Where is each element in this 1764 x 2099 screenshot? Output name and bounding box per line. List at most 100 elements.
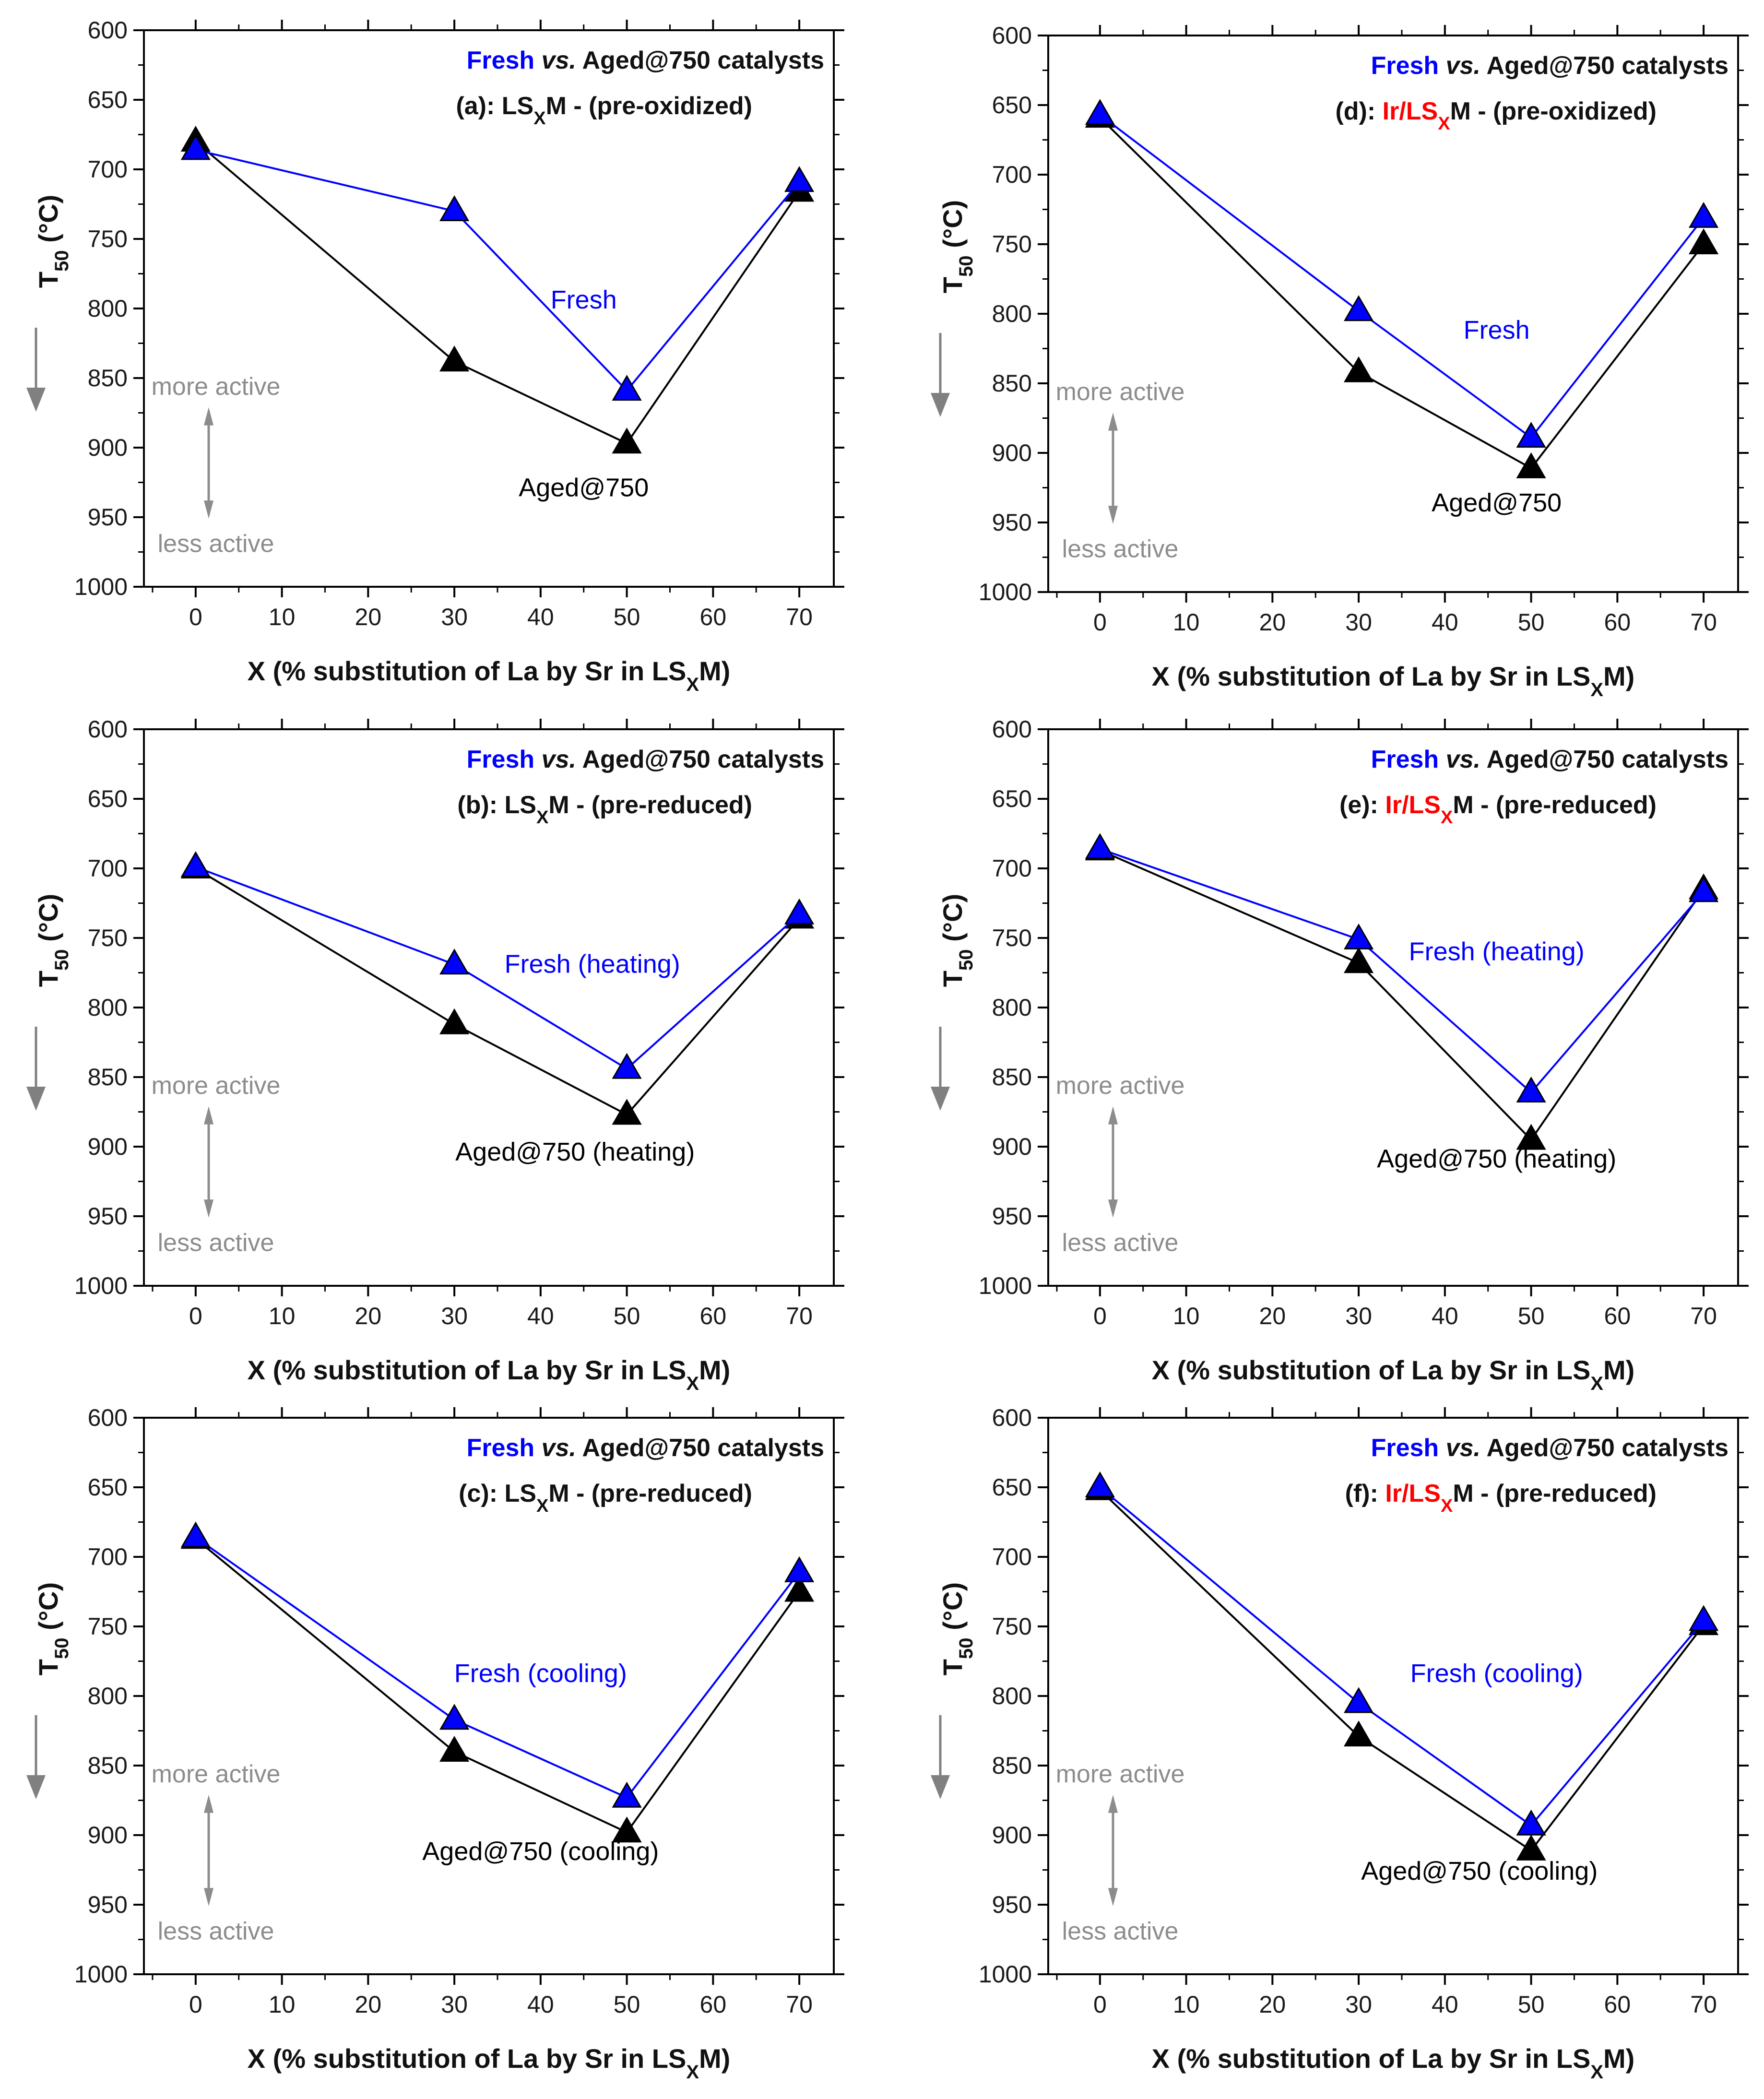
y-tick-label: 600	[992, 1404, 1032, 1431]
y-tick-label: 800	[88, 994, 128, 1021]
y-tick-label: 1000	[979, 1961, 1032, 1988]
x-axis-title-main: X (% substitution of La by Sr in LS	[248, 1355, 687, 1385]
arrow-up-icon	[204, 1106, 213, 1125]
x-tick-label: 50	[1518, 1303, 1545, 1329]
x-axis-title-main: X (% substitution of La by Sr in LS	[1152, 1355, 1591, 1385]
y-axis-title-sub: 50	[956, 949, 977, 971]
marker-aged	[784, 1576, 815, 1602]
legend-aged-catalysts: Aged@750 catalysts	[582, 746, 824, 773]
y-tick-label: 800	[88, 1683, 128, 1709]
arrow-up-icon	[1108, 1106, 1118, 1125]
y-tick-label: 1000	[74, 573, 128, 600]
marker-aged	[1344, 1720, 1374, 1747]
marker-fresh	[784, 166, 815, 192]
subtitle-main: LS	[1406, 97, 1438, 125]
x-tick-label: 30	[1345, 1991, 1372, 2018]
x-tick-label: 20	[355, 1991, 382, 2018]
subtitle-tail: M - (pre-reduced)	[548, 1480, 752, 1507]
y-tick-label: 900	[88, 1133, 128, 1160]
y-tick-label: 600	[88, 1404, 128, 1431]
subtitle-prefix: (b):	[457, 791, 504, 819]
subtitle-sub: X	[536, 807, 549, 828]
series-line-fresh	[1099, 114, 1705, 439]
legend-fresh: Fresh	[1371, 1434, 1439, 1462]
x-axis-title: X (% substitution of La by Sr in LSXM)	[1152, 661, 1635, 700]
y-axis-title-tail: (°C)	[33, 195, 63, 250]
series-label-fresh: Fresh	[551, 285, 617, 314]
marker-aged	[1344, 947, 1374, 973]
marker-aged	[612, 1099, 642, 1125]
y-axis-title-sub: 50	[956, 1637, 977, 1659]
y-tick-label: 650	[992, 1474, 1032, 1501]
y-tick-label: 900	[992, 439, 1032, 466]
y-tick-label: 800	[992, 994, 1032, 1021]
subtitle-sub: X	[1441, 1496, 1453, 1516]
y-axis-title-tail: (°C)	[937, 1582, 968, 1638]
x-tick-label: 40	[527, 604, 554, 630]
legend-vs: vs.	[1446, 746, 1480, 773]
series-label-aged: Aged@750	[1432, 488, 1562, 517]
marker-fresh	[1085, 1471, 1115, 1497]
x-tick-label: 10	[269, 1991, 296, 2018]
y-tick-label: 700	[992, 855, 1032, 882]
less-active-label: less active	[1062, 1229, 1179, 1257]
series-label-fresh: Fresh	[1464, 316, 1530, 344]
y-tick-label: 1000	[74, 1272, 128, 1299]
x-tick-label: 20	[355, 604, 382, 630]
y-tick-label: 950	[88, 504, 128, 531]
subtitle-main: LS	[1409, 791, 1441, 819]
x-tick-label: 0	[1093, 1303, 1107, 1329]
y-tick-label: 600	[88, 716, 128, 743]
x-axis-title-main: X (% substitution of La by Sr in LS	[248, 2043, 687, 2074]
less-active-label: less active	[1062, 1918, 1179, 1945]
legend-fresh: Fresh	[467, 47, 535, 74]
y-tick-label: 900	[88, 434, 128, 461]
y-tick-label: 750	[88, 925, 128, 951]
x-tick-label: 60	[1604, 609, 1631, 636]
chart-panel-e: 600 650 700 750 800 850 900 950 1000 0 10 20 30 40 50 6…	[931, 716, 1749, 1394]
y-axis-title-sub: 50	[51, 1637, 72, 1659]
arrow-up-icon	[204, 407, 213, 426]
y-direction-arrowhead-icon	[931, 1775, 950, 1799]
legend-space	[1480, 52, 1487, 80]
y-tick-label: 900	[88, 1822, 128, 1849]
x-tick-label: 10	[269, 1303, 296, 1329]
series-line-aged	[195, 1538, 800, 1834]
y-tick-label: 850	[88, 1752, 128, 1779]
arrow-up-icon	[204, 1794, 213, 1813]
y-axis-title: T50 (°C)	[33, 195, 72, 288]
series-label-aged: Aged@750 (cooling)	[422, 1837, 659, 1866]
series-line-fresh	[195, 149, 800, 392]
y-axis-title-main: T	[33, 272, 63, 288]
x-axis-title: X (% substitution of La by Sr in LSXM)	[248, 656, 731, 695]
x-axis-title-sub: X	[1590, 1373, 1603, 1394]
legend-fresh: Fresh	[1371, 746, 1439, 773]
subtitle-tail: M - (pre-reduced)	[548, 791, 752, 819]
arrow-down-icon	[204, 1888, 213, 1906]
x-tick-label: 50	[614, 1303, 640, 1329]
marker-aged	[1344, 356, 1374, 382]
chart-panel-d: 600 650 700 750 800 850 900 950 1000 0 10 20 30 40 50 6…	[931, 22, 1749, 700]
y-tick-label: 850	[992, 1752, 1032, 1779]
x-axis-title-sub: X	[686, 674, 699, 695]
subtitle-main: LS	[1409, 1480, 1441, 1507]
less-active-label: less active	[158, 530, 274, 558]
y-tick-label: 900	[992, 1133, 1032, 1160]
series-line-aged	[1099, 117, 1705, 470]
x-axis-title: X (% substitution of La by Sr in LSXM)	[1152, 1355, 1635, 1394]
series-line-aged	[1100, 849, 1705, 1141]
panel-subtitle: (b): LSXM - (pre-reduced)	[457, 791, 752, 828]
y-tick-label: 850	[992, 1064, 1032, 1091]
y-axis-title: T50 (°C)	[33, 1582, 72, 1675]
subtitle-ir: Ir/	[1385, 1480, 1409, 1507]
y-axis-title: T50 (°C)	[937, 200, 977, 293]
x-axis-title-tail: M)	[699, 656, 730, 686]
more-active-label: more active	[152, 373, 281, 401]
marker-fresh	[1344, 1687, 1374, 1713]
y-tick-label: 750	[88, 225, 128, 252]
x-tick-label: 40	[1432, 609, 1458, 636]
x-axis-title-sub: X	[1590, 679, 1603, 700]
x-axis-title: X (% substitution of La by Sr in LSXM)	[248, 2043, 731, 2083]
